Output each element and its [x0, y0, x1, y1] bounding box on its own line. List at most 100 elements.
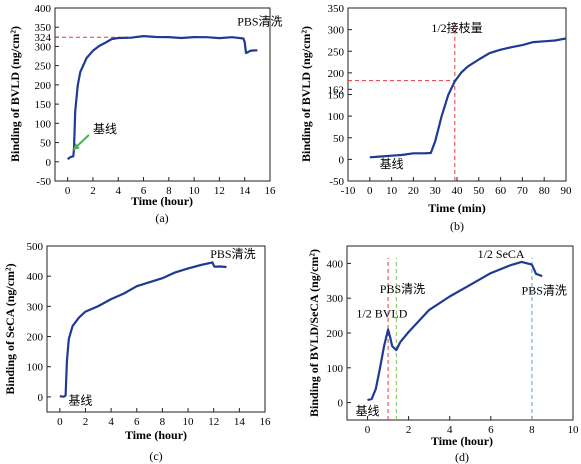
x-tick-label: 0	[57, 416, 63, 428]
x-tick-label: 14	[234, 416, 246, 428]
y-axis-label-c: Binding of SeCA (ng/cm²)	[3, 263, 17, 394]
annotation-label: 1/2 SeCA	[478, 247, 525, 261]
x-tick-label: 50	[473, 185, 485, 197]
panel-label-a: (a)	[155, 211, 168, 225]
y-tick-label: -50	[36, 176, 51, 188]
y-tick-label: 0	[38, 392, 44, 404]
y-tick-label: 50	[333, 133, 345, 145]
panel-label-d: (d)	[455, 450, 469, 464]
y-tick-label: 100	[328, 111, 345, 123]
x-tick-label: 90	[561, 185, 573, 197]
plot-frame-a	[54, 7, 271, 182]
x-tick-label: 0	[367, 185, 373, 197]
x-tick-label: 20	[408, 185, 420, 197]
y-tick-label: 150	[35, 99, 52, 111]
x-tick-label: -10	[341, 185, 356, 197]
x-tick-label: 70	[517, 185, 529, 197]
x-tick-label: 10	[568, 424, 580, 436]
annotation-label: PBS清洗	[380, 282, 425, 296]
y-tick-label: 200	[27, 332, 44, 344]
x-axis-label-c: Time (hour)	[125, 428, 187, 442]
y-tick-label: 300	[35, 41, 52, 53]
y-tick-label: 250	[328, 46, 345, 58]
x-tick-label: 60	[495, 185, 507, 197]
y-tick-label: 200	[35, 80, 52, 92]
annotation-label: PBS清洗	[237, 14, 282, 28]
y-tick-label: 0	[338, 398, 344, 410]
y-tick-label: 100	[327, 363, 344, 375]
x-tick-label: 6	[141, 185, 147, 197]
annotation-label: 1/2 BVLD	[356, 306, 407, 320]
y-axis-label-d: Binding of BVLD/SeCA (ng/cm²)	[307, 249, 321, 417]
panel-label-c: (c)	[149, 449, 162, 463]
annotation-label: 基线	[356, 404, 380, 418]
y-tick-label: 300	[328, 25, 345, 37]
x-axis-label-d: Time (hour)	[431, 434, 493, 448]
x-tick-label: 80	[539, 185, 551, 197]
x-tick-label: 0	[65, 185, 71, 197]
x-tick-label: 4	[447, 424, 453, 436]
y-tick-label: 400	[327, 258, 344, 270]
x-tick-label: 8	[160, 416, 166, 428]
panel-label-b: (b)	[450, 219, 464, 233]
x-tick-label: 10	[183, 416, 195, 428]
x-tick-label: 6	[134, 416, 140, 428]
y-tick-label: 100	[35, 118, 52, 130]
x-tick-label: 16	[265, 185, 277, 197]
y-tick-label: 200	[328, 68, 345, 80]
y-tick-label: 300	[327, 293, 344, 305]
y-tick-label: 400	[35, 3, 52, 15]
y-tick-label: 250	[35, 61, 52, 73]
y-tick-label: 0	[339, 154, 345, 166]
x-tick-label: 8	[529, 424, 535, 436]
x-tick-label: 4	[108, 416, 114, 428]
y-axis-label-b: Binding of BVLD (ng/cm²)	[299, 26, 313, 162]
x-tick-label: 30	[430, 185, 442, 197]
x-tick-label: 40	[452, 185, 464, 197]
x-tick-label: 2	[406, 424, 412, 436]
series-line	[66, 35, 258, 161]
series-line	[59, 261, 227, 398]
y-tick-label: -50	[329, 176, 344, 188]
x-tick-label: 12	[208, 416, 219, 428]
y-tick-label: 300	[27, 301, 44, 313]
y-tick-label: 324	[35, 32, 52, 44]
y-tick-label: 0	[46, 157, 52, 169]
annotation-label: 基线	[68, 393, 92, 407]
x-tick-label: 2	[90, 185, 96, 197]
annotation-label: 1/2接枝量	[431, 20, 482, 35]
x-tick-label: 12	[214, 185, 225, 197]
y-axis-label-a: Binding of BVLD (ng/cm²)	[8, 26, 22, 162]
y-tick-label: 500	[27, 241, 44, 253]
x-axis-label-b: Time (min)	[428, 201, 485, 215]
series-line	[369, 37, 567, 159]
x-tick-label: 10	[386, 185, 398, 197]
y-tick-label: 162	[328, 84, 345, 96]
plot-frame-c	[46, 245, 266, 413]
panel-a: 0 2 4 6 8 10 12 14 16 -50 0 50 100 150 200 250 300324350…	[8, 3, 283, 225]
x-tick-label: 2	[83, 416, 89, 428]
x-tick-label: 10	[189, 185, 201, 197]
plot-frame-d	[346, 245, 574, 421]
y-tick-label: 50	[40, 138, 52, 150]
x-tick-label: 14	[239, 185, 251, 197]
x-tick-label: 8	[166, 185, 172, 197]
x-tick-label: 16	[260, 416, 272, 428]
series-line	[367, 260, 543, 402]
y-tick-label: 350	[35, 22, 52, 34]
x-tick-label: 6	[488, 424, 494, 436]
x-tick-label: 0	[365, 424, 371, 436]
annotation-arrowhead	[72, 143, 80, 151]
y-tick-label: 350	[328, 3, 345, 15]
annotation-label: 基线	[380, 157, 404, 171]
y-tick-label: 150	[328, 90, 345, 102]
y-tick-label: 400	[27, 271, 44, 283]
annotation-label: 基线	[93, 122, 117, 136]
x-axis-label-a: Time (hour)	[131, 194, 193, 208]
annotation-label: PBS清洗	[522, 284, 567, 298]
x-tick-label: 4	[115, 185, 121, 197]
